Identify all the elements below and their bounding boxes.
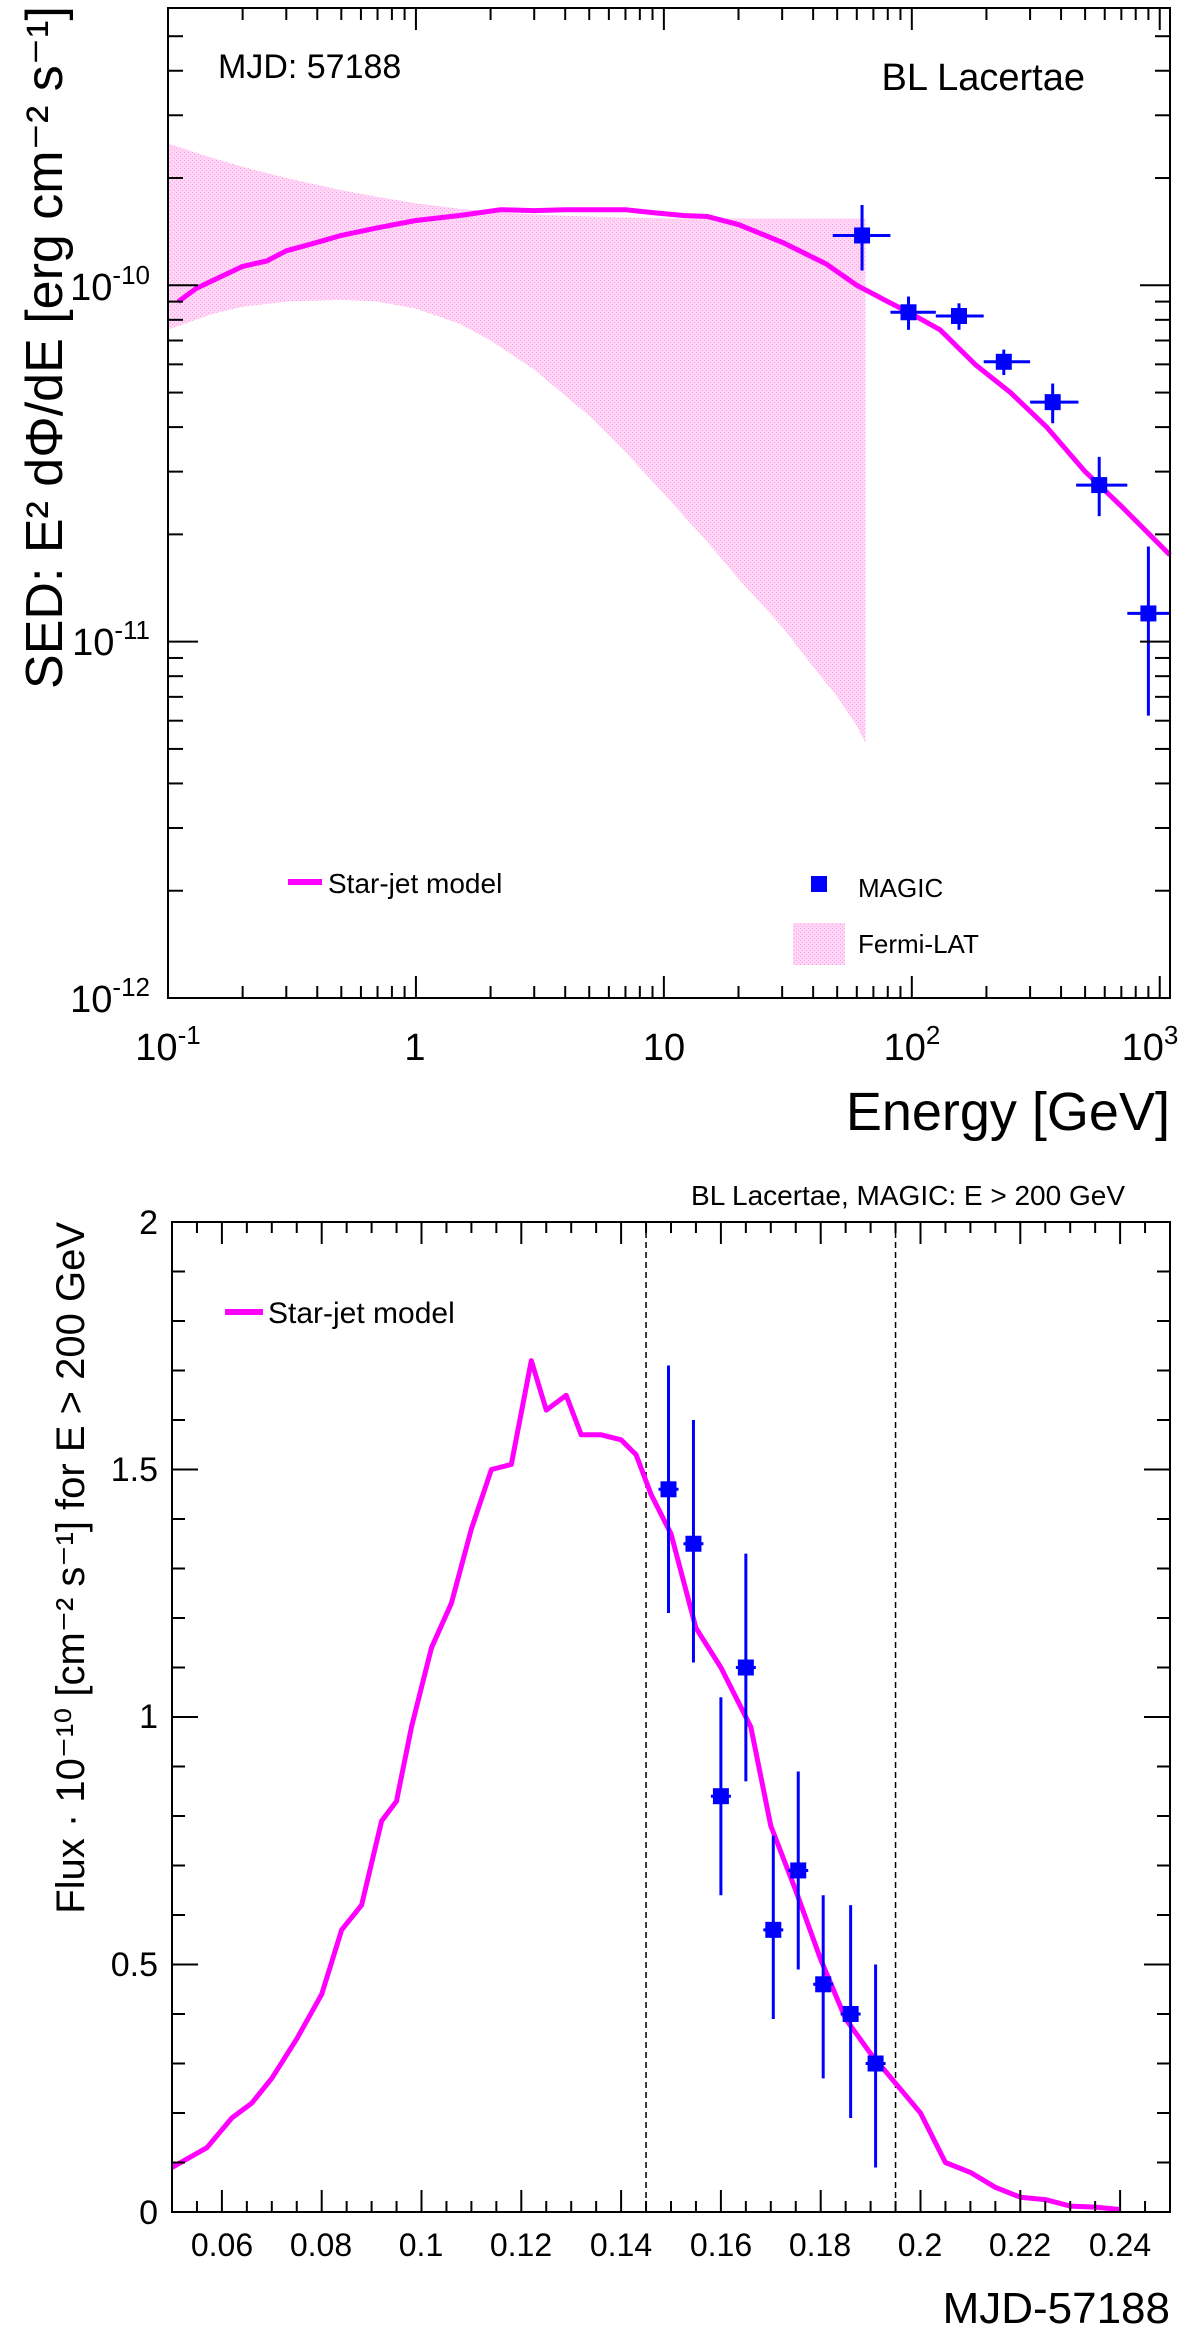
sed-source-title: BL Lacertae (881, 57, 1085, 99)
lc-y-tick-label: 1.5 (111, 1451, 158, 1489)
magic-marker (842, 2006, 859, 2022)
magic-marker (660, 1481, 677, 1498)
magic-marker (854, 227, 871, 244)
magic-flux-point (658, 1365, 679, 1614)
lc-x-tick-label: 0.1 (399, 2227, 443, 2263)
lc-x-tick-label: 0.22 (989, 2227, 1051, 2263)
sed-y-axis-title: SED: E² dΦ/dE [erg cm⁻² s⁻¹] (16, 6, 74, 689)
sed-y-tick-label: 10-12 (70, 972, 150, 1021)
magic-marker (867, 2055, 884, 2072)
magic-marker (685, 1535, 702, 1552)
sed-x-tick-label: 10 (643, 1027, 685, 1069)
legend-fermi-swatch (793, 923, 845, 965)
magic-sed-point (890, 296, 936, 330)
magic-sed-point (1127, 546, 1170, 716)
lc-x-tick-label: 0.08 (290, 2227, 352, 2263)
sed-x-tick-label: 102 (884, 1020, 941, 1069)
magic-sed-point (832, 205, 891, 271)
sed-plot-frame (167, 7, 1171, 999)
lc-x-tick-label: 0.2 (898, 2227, 942, 2263)
lightcurve-tick-marks (171, 1221, 1171, 2213)
magic-flux-point (683, 1420, 704, 1663)
lc-legend-model-label: Star-jet model (268, 1297, 455, 1330)
sed-tick-marks (167, 7, 1170, 999)
magic-flux-point (763, 1835, 784, 2019)
sed-magic-layer (832, 205, 1170, 716)
legend-fermi-label: Fermi-LAT (858, 929, 979, 959)
magic-sed-point (983, 349, 1031, 376)
magic-flux-point (710, 1697, 731, 1896)
magic-marker (712, 1788, 729, 1805)
magic-marker (790, 1862, 807, 1879)
sed-mjd-annotation: MJD: 57188 (218, 48, 401, 86)
lc-x-tick-label: 0.12 (490, 2227, 552, 2263)
magic-flux-point (840, 1905, 861, 2118)
lightcurve-magic-layer (658, 1365, 886, 2168)
magic-flux-point (735, 1553, 756, 1782)
fermi-lat-band (168, 143, 866, 743)
lc-y-tick-label: 2 (139, 1204, 158, 1242)
magic-marker (1044, 394, 1061, 411)
lc-y-tick-label: 1 (139, 1698, 158, 1736)
lc-panel-title: BL Lacertae, MAGIC: E > 200 GeV (691, 1180, 1125, 1211)
lc-x-tick-label: 0.14 (590, 2227, 652, 2263)
sed-y-tick-label: 10-11 (72, 615, 150, 664)
fermi-lat-band-layer (168, 143, 866, 743)
sed-x-tick-label: 103 (1122, 1020, 1179, 1069)
legend-model-label: Star-jet model (328, 868, 502, 899)
magic-marker (737, 1659, 754, 1676)
lc-x-axis-title: MJD-57188 (943, 2284, 1170, 2333)
magic-flux-point (865, 1964, 886, 2168)
sed-model-layer (176, 207, 1172, 557)
sed-panel: 10-1 1 10 102 103 10-12 10-11 10-10 Ener… (16, 6, 1178, 1142)
star-jet-model-line (176, 207, 1172, 557)
sed-x-tick-label: 10-1 (135, 1020, 200, 1069)
lc-x-tick-label: 0.06 (191, 2227, 253, 2263)
legend-magic-swatch (811, 876, 827, 892)
magic-flux-point (788, 1771, 809, 1970)
magic-marker (950, 308, 967, 325)
lc-x-tick-label: 0.24 (1089, 2227, 1151, 2263)
magic-sed-point (1076, 456, 1128, 517)
star-jet-model-lightcurve (170, 1358, 1121, 2212)
sed-y-tick-label: 10-10 (70, 260, 150, 309)
magic-marker (1091, 477, 1108, 494)
magic-marker (765, 1921, 782, 1938)
lightcurve-model-layer (170, 1358, 1121, 2212)
lightcurve-panel: 0.06 0.08 0.1 0.12 0.14 0.16 0.18 0.2 0.… (49, 1180, 1171, 2333)
lc-y-tick-label: 0 (139, 2194, 158, 2232)
observation-window-lines (645, 1222, 897, 2212)
lc-y-axis-title: Flux · 10⁻¹⁰ [cm⁻² s⁻¹] for E > 200 GeV (49, 1222, 93, 1914)
sed-x-tick-label: 1 (404, 1027, 425, 1069)
lc-x-tick-label: 0.16 (690, 2227, 752, 2263)
magic-marker (1140, 605, 1157, 622)
magic-marker (995, 353, 1012, 370)
magic-marker (815, 1976, 832, 1993)
magic-sed-point (935, 303, 984, 330)
lc-x-tick-label: 0.18 (789, 2227, 851, 2263)
lc-y-tick-label: 0.5 (111, 1946, 158, 1984)
sed-x-axis-title: Energy [GeV] (846, 1082, 1170, 1142)
magic-sed-point (1030, 383, 1079, 424)
magic-flux-point (813, 1895, 834, 2079)
magic-marker (900, 304, 917, 321)
lightcurve-plot-frame (171, 1221, 1171, 2213)
legend-magic-label: MAGIC (858, 873, 943, 903)
